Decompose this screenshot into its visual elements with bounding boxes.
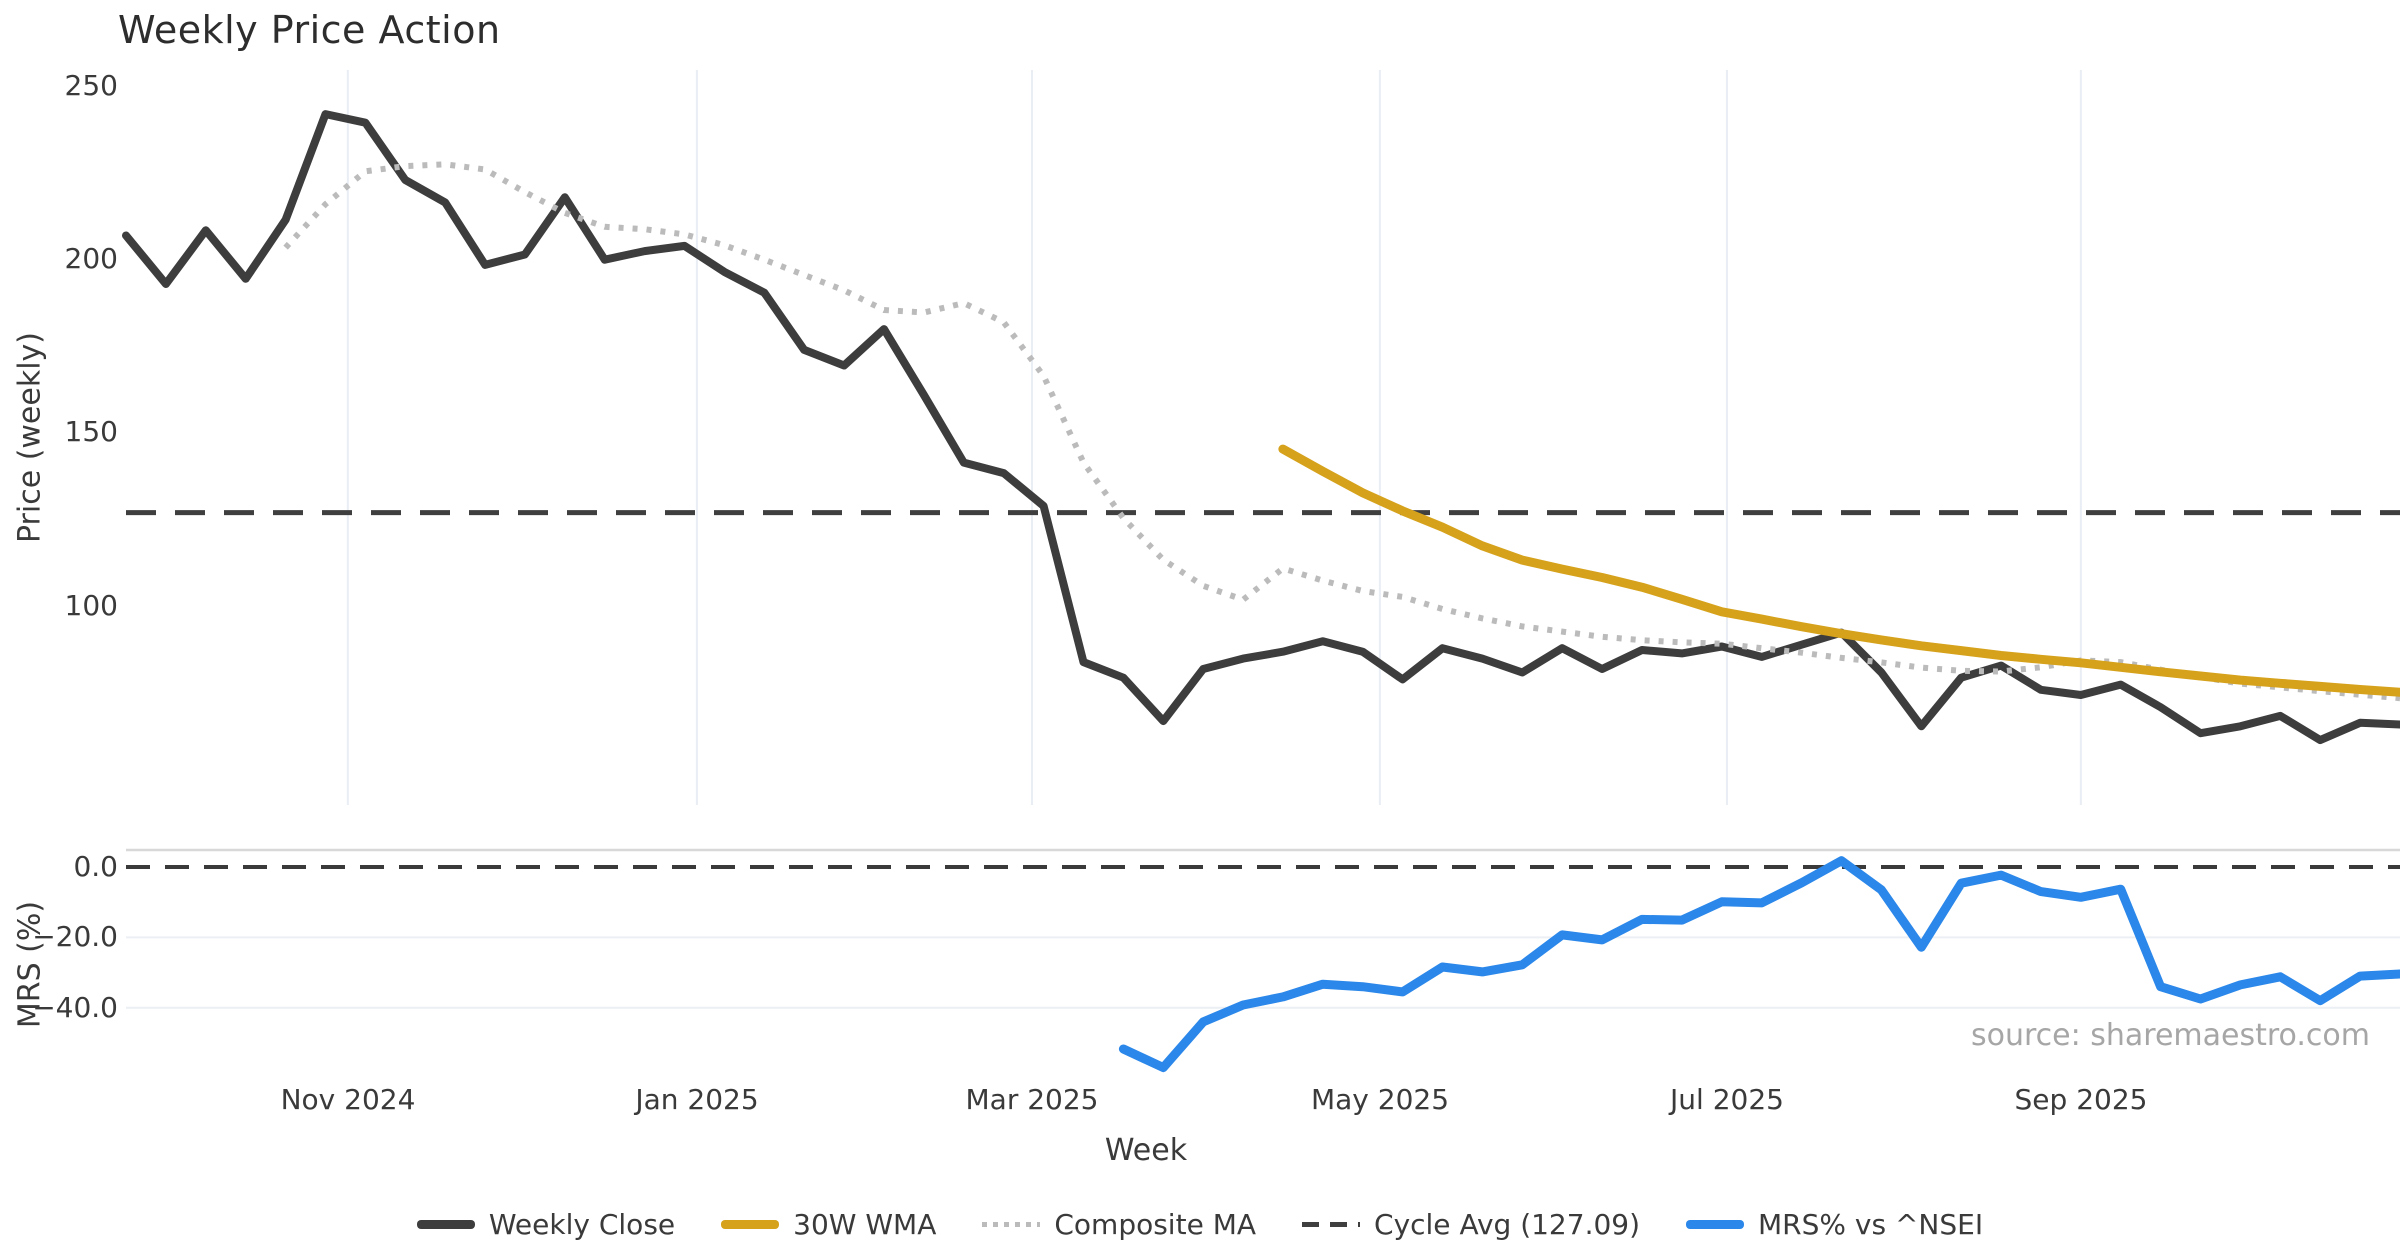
legend-item-mrs[interactable]: MRS% vs ^NSEI: [1686, 1208, 1983, 1241]
legend-item-cycle-avg[interactable]: Cycle Avg (127.09): [1302, 1208, 1640, 1241]
wma-line-icon: [721, 1220, 780, 1229]
mrs-line-icon: [1686, 1220, 1745, 1229]
xtick-nov-2024: Nov 2024: [280, 1083, 416, 1116]
source-note: source: sharemaestro.com: [1971, 1018, 2370, 1053]
legend-label: Composite MA: [1054, 1208, 1257, 1241]
weekly-close-line-icon: [416, 1220, 475, 1229]
legend-label: Cycle Avg (127.09): [1374, 1208, 1641, 1241]
legend-label: Weekly Close: [488, 1208, 676, 1241]
legend-item-composite-ma[interactable]: Composite MA: [982, 1208, 1256, 1241]
composite-ma-dotted-line-icon: [982, 1222, 1041, 1227]
ytick-price-200: 200: [64, 242, 118, 275]
x-axis-title: Week: [1104, 1133, 1188, 1168]
xtick-jul-2025: Jul 2025: [1670, 1083, 1784, 1116]
cycle-avg-dashed-line-icon: [1302, 1222, 1361, 1227]
ytick-mrs-m40: −40.0: [32, 991, 118, 1024]
mrs-axis-title: MRS (%): [12, 900, 48, 1029]
legend-item-weekly-close[interactable]: Weekly Close: [416, 1208, 676, 1241]
xtick-mar-2025: Mar 2025: [965, 1083, 1099, 1116]
ytick-mrs-m20: −20.0: [32, 920, 118, 953]
legend-item-30w-wma[interactable]: 30W WMA: [721, 1208, 936, 1241]
price-axis-title: Price (weekly): [12, 331, 48, 544]
xtick-jan-2025: Jan 2025: [635, 1083, 759, 1116]
legend-label: MRS% vs ^NSEI: [1758, 1208, 1984, 1241]
xtick-may-2025: May 2025: [1310, 1083, 1450, 1116]
ytick-price-250: 250: [64, 69, 118, 102]
xtick-sep-2025: Sep 2025: [2014, 1083, 2148, 1116]
chart-title: Weekly Price Action: [118, 8, 501, 52]
legend-label: 30W WMA: [793, 1208, 937, 1241]
ytick-mrs-0: 0.0: [73, 850, 118, 883]
ytick-price-100: 100: [64, 589, 118, 622]
legend: Weekly Close 30W WMA Composite MA Cycle …: [0, 1208, 2400, 1241]
ytick-price-150: 150: [64, 415, 118, 448]
